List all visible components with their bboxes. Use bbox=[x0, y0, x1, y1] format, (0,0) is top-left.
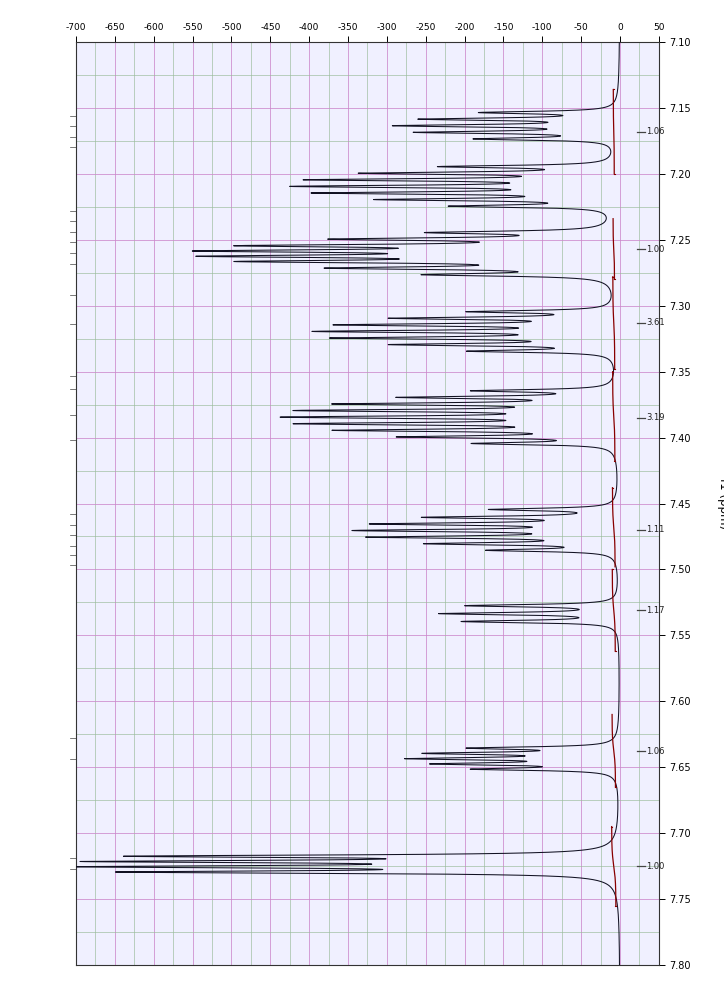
Text: 1.17: 1.17 bbox=[647, 606, 665, 615]
Text: 1.00: 1.00 bbox=[647, 245, 665, 254]
Text: 1.06: 1.06 bbox=[647, 747, 665, 756]
Text: 3.61: 3.61 bbox=[647, 318, 665, 327]
Text: 1.06: 1.06 bbox=[647, 127, 665, 136]
Text: 1.11: 1.11 bbox=[647, 525, 665, 534]
Text: 3.19: 3.19 bbox=[647, 413, 665, 422]
Y-axis label: f1 (ppm): f1 (ppm) bbox=[717, 478, 724, 529]
Text: 1.00: 1.00 bbox=[647, 862, 665, 871]
